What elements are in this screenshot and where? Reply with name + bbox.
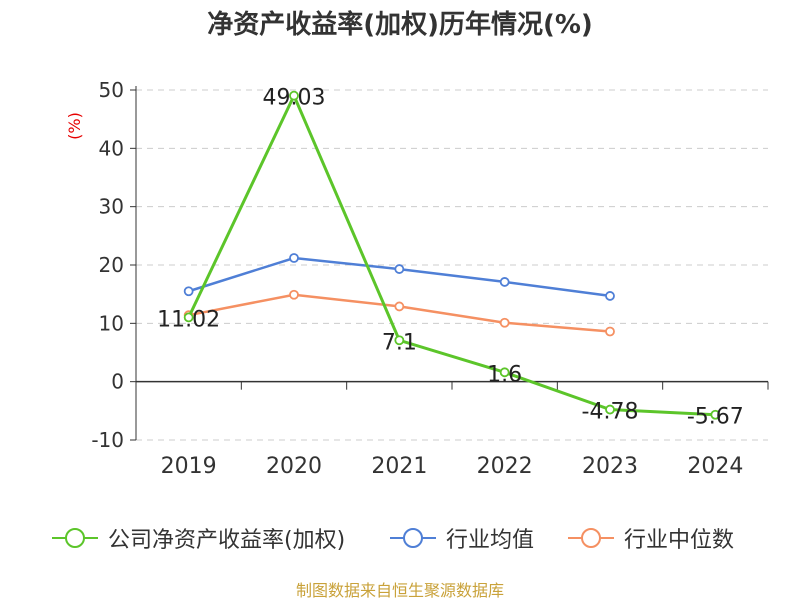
y-tick-label: 0 — [111, 370, 124, 394]
legend: 公司净资产收益率(加权) 行业均值 行业中位数 — [0, 518, 800, 558]
data-point — [289, 253, 299, 263]
data-label: 7.1 — [382, 330, 417, 355]
data-point — [605, 404, 615, 415]
y-axis-label: (%) — [65, 112, 84, 140]
data-point — [499, 277, 510, 287]
legend-industry-median-label: 行业中位数 — [624, 528, 735, 553]
data-label: 11.02 — [157, 307, 220, 332]
x-tick-label: 2022 — [477, 454, 533, 479]
y-tick-label: 20 — [99, 253, 124, 277]
y-tick-label: 10 — [99, 311, 124, 335]
series-line — [188, 256, 611, 298]
data-point — [394, 335, 405, 346]
x-tick-label: 2021 — [371, 454, 427, 479]
y-tick-label: 50 — [99, 78, 124, 102]
y-tick-label: 40 — [99, 136, 124, 160]
data-label: 49.03 — [263, 86, 326, 111]
data-point — [183, 312, 194, 323]
source-note: 制图数据来自恒生聚源数据库 — [295, 581, 504, 600]
data-point — [394, 264, 405, 274]
y-tick-label: -10 — [91, 428, 124, 452]
x-tick-label: 2024 — [687, 454, 743, 479]
data-label: -4.78 — [582, 400, 639, 425]
legend-company-marker — [52, 528, 98, 548]
data-point — [605, 326, 615, 337]
legend-item-industry-avg[interactable]: 行业均值 — [388, 518, 534, 558]
data-label: 1.6 — [487, 362, 522, 387]
data-point — [289, 90, 299, 101]
data-point — [605, 291, 615, 301]
data-point — [710, 409, 721, 420]
x-tick-label: 2020 — [266, 454, 322, 479]
data-point — [289, 289, 299, 300]
legend-item-industry-median[interactable]: 行业中位数 — [566, 518, 734, 558]
legend-item-company[interactable]: 公司净资产收益率(加权) — [50, 518, 345, 558]
chart-title: 净资产收益率(加权)历年情况(%) — [207, 10, 593, 40]
legend-company-label: 公司净资产收益率(加权) — [108, 528, 346, 553]
data-point — [499, 317, 510, 328]
data-point — [499, 367, 510, 378]
x-tick-label: 2023 — [582, 454, 638, 479]
x-tick-label: 2019 — [161, 454, 217, 479]
y-tick-label: 30 — [99, 195, 124, 219]
data-point — [183, 286, 194, 297]
series-line — [188, 293, 611, 333]
data-label: -5.67 — [687, 405, 744, 430]
legend-industry-avg-label: 行业均值 — [446, 528, 535, 553]
legend-industry-avg-marker — [390, 528, 436, 548]
legend-industry-median-marker — [568, 528, 614, 548]
data-point — [394, 301, 405, 312]
series-line — [187, 92, 716, 417]
